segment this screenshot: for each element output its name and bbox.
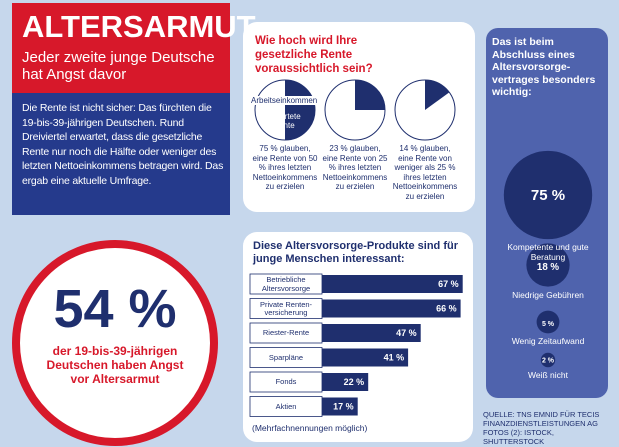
source: QUELLE: TNS EMNID FÜR TECIS FINANZDIENST… xyxy=(483,410,600,446)
bar-value: 41 % xyxy=(384,353,405,363)
bar-category: Riester-Rente xyxy=(262,328,310,338)
bar xyxy=(322,373,369,391)
bar-value: 17 % xyxy=(333,402,354,412)
stat-number: 54 % xyxy=(53,279,177,339)
header-box: ALTERSARMUT Jeder zweite junge Deutsche … xyxy=(12,3,256,93)
title: ALTERSARMUT xyxy=(22,9,256,44)
bar-title: Diese Altersvorsorge-Produkte sind für j… xyxy=(253,240,458,265)
bar-category: Betriebliche Altersvorsorge xyxy=(261,275,311,293)
bar xyxy=(322,397,358,416)
bubble xyxy=(540,352,556,368)
bar-category: Fonds xyxy=(275,377,297,387)
bar-category: Private Renten-versicherung xyxy=(259,299,313,317)
bar-category: Sparpläne xyxy=(268,352,304,362)
bar-value: 47 % xyxy=(396,328,417,338)
bubble-caption: Weiß nicht xyxy=(528,370,568,381)
stat-circle: 54 % der 19-bis-39-jährigen Deutschen ha… xyxy=(12,240,218,446)
bar-value: 22 % xyxy=(344,377,365,387)
bar xyxy=(322,348,409,367)
stat-text: der 19-bis-39-jährigen Deutschen haben A… xyxy=(46,344,184,386)
bubble-caption: Kompetente und gute Beratung xyxy=(507,242,589,263)
bubble-title: Das ist beim Abschluss eines Altersvorso… xyxy=(492,36,596,98)
bar xyxy=(322,275,463,293)
bubble-caption: Niedrige Gebühren xyxy=(512,289,584,300)
bar-value: 66 % xyxy=(436,304,457,314)
bubble-value: 75 % xyxy=(531,187,565,204)
pie-caption: 75 % glauben, eine Rente von 50 % ihres … xyxy=(252,144,318,191)
intro-text: Die Rente ist nicht sicher: Das fürchten… xyxy=(22,102,224,187)
intro-box: Die Rente ist nicht sicher: Das fürchten… xyxy=(12,93,230,215)
pie-slice xyxy=(355,80,385,110)
pie-caption: 14 % glauben, eine Rente von weniger als… xyxy=(392,144,458,201)
pie-caption: 23 % glauben, eine Rente von 25 % ihres … xyxy=(322,144,388,191)
bar xyxy=(322,324,421,342)
bubble-value: 18 % xyxy=(537,262,560,273)
bubble-value: 5 % xyxy=(542,321,555,328)
bubble xyxy=(536,310,560,334)
part-label: erwartete Rente xyxy=(267,112,301,130)
bubble-caption: Wenig Zeitaufwand xyxy=(511,336,585,347)
bar-note: (Mehrfachnennungen möglich) xyxy=(252,423,368,433)
bubble xyxy=(503,150,593,240)
bar-value: 67 % xyxy=(438,279,459,289)
subtitle: Jeder zweite junge Deutsche hat Angst da… xyxy=(22,49,215,83)
bubble-value: 2 % xyxy=(542,358,555,365)
pie-title: Wie hoch wird Ihre gesetzliche Rente vor… xyxy=(255,35,373,75)
pie-slice xyxy=(425,80,450,110)
whole-label: Arbeitseinkommen xyxy=(251,96,318,105)
pie-slice xyxy=(285,80,315,140)
bubble xyxy=(526,243,570,287)
bar-category: Aktien xyxy=(275,401,297,411)
bar xyxy=(322,299,461,318)
